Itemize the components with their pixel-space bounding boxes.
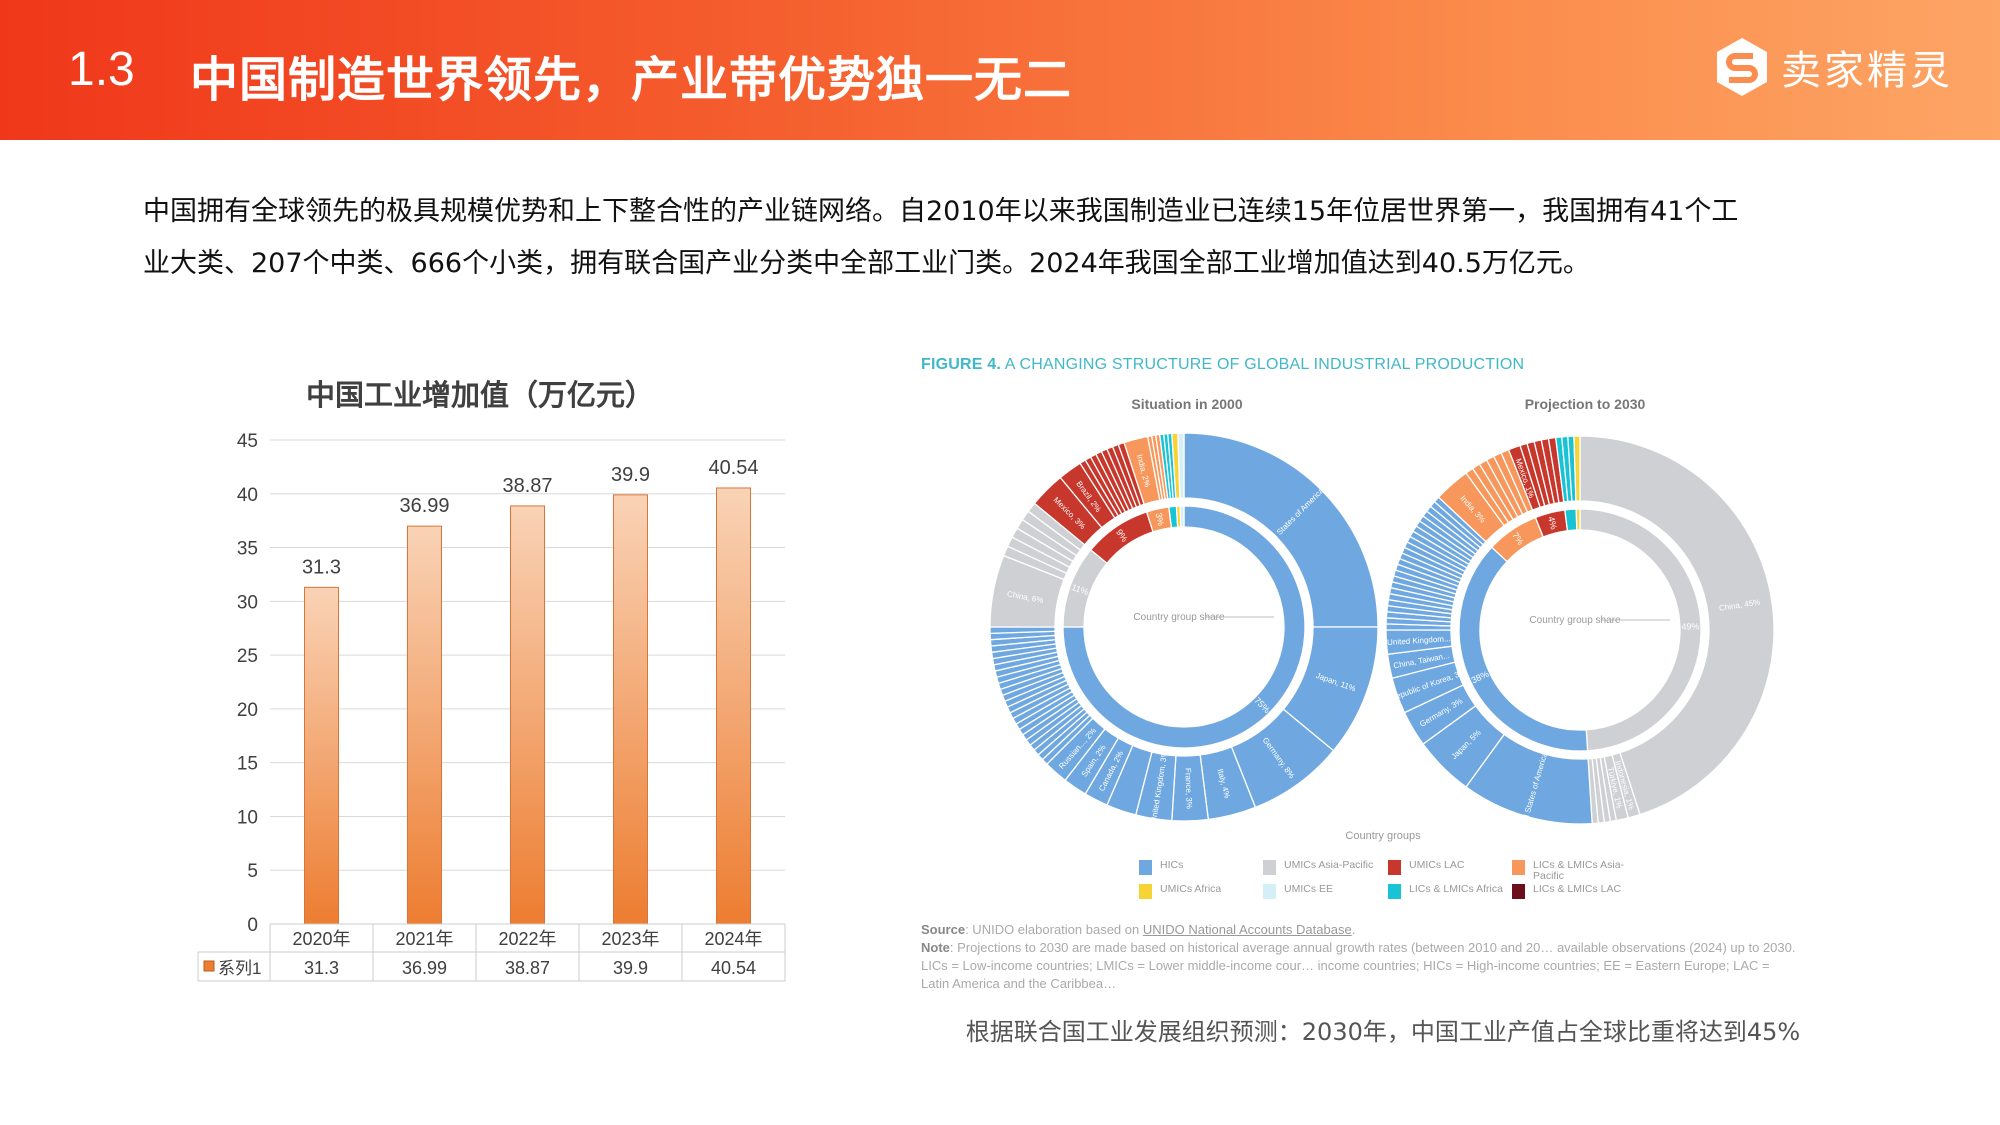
donut-segment — [1183, 432, 1379, 628]
legend-item: UMICs LAC — [1388, 860, 1506, 875]
legend-label: UMICs Asia-Pacific — [1284, 859, 1374, 871]
legend-swatch — [1512, 860, 1525, 875]
category-label: 2024年 — [704, 929, 762, 949]
legend-item: HICs — [1139, 860, 1257, 875]
bar-chart: 0 5 10 15 20 25 30 35 40 45 31.3 36.99 38.87 39.9 40.5… — [197, 431, 786, 982]
intro-line-1: 中国拥有全球领先的极具规模优势和上下整合性的产业链网络。自2010年以来我国制造… — [143, 196, 1739, 227]
legend-swatch — [1512, 884, 1525, 899]
figure-title-text: A CHANGING STRUCTURE OF GLOBAL INDUSTRIA… — [1001, 356, 1525, 373]
legend-swatch — [1388, 884, 1401, 899]
legend-item: UMICs Asia-Pacific — [1263, 860, 1381, 875]
legend-label: LICs & LMICs Africa — [1409, 883, 1503, 895]
source-link[interactable]: UNIDO National Accounts Database — [1142, 922, 1352, 937]
donut-2000-title: Situation in 2000 — [1131, 396, 1243, 412]
legend-label: LICs & LMICs Asia-Pacific — [1533, 859, 1625, 882]
legend-label: UMICs EE — [1284, 883, 1334, 895]
table-value: 38.87 — [505, 958, 550, 978]
legend-item: LICs & LMICs LAC — [1512, 884, 1630, 899]
donut-segment — [1575, 508, 1581, 531]
y-tick-label: 35 — [237, 539, 258, 560]
segment-label: United Kingdom... — [1387, 634, 1451, 647]
y-tick-label: 20 — [237, 700, 258, 721]
table-value: 36.99 — [402, 958, 447, 978]
bar-value-label: 31.3 — [302, 556, 341, 578]
note-label: Note — [921, 940, 950, 955]
category-label: 2020年 — [292, 929, 350, 949]
bar — [407, 525, 442, 925]
source-end: . — [1351, 922, 1356, 937]
legend-label: UMICs Africa — [1160, 883, 1222, 895]
legend-swatch — [1388, 860, 1401, 875]
center-label: Country group share — [1133, 612, 1225, 623]
bar-chart-title: 中国工业增加值（万亿元） — [305, 378, 654, 412]
y-tick-label: 45 — [237, 431, 258, 452]
center-label: Country group share — [1529, 615, 1621, 626]
segment-label: 49% — [1681, 621, 1699, 632]
table-value: 31.3 — [304, 958, 339, 978]
legend-title: Country groups — [1345, 830, 1421, 842]
bar — [613, 494, 648, 925]
segment-label: 4% — [1546, 515, 1559, 530]
donut-segment — [1564, 508, 1578, 532]
donut-segment — [1179, 505, 1185, 528]
y-tick-label: 0 — [247, 915, 258, 936]
y-tick-label: 15 — [237, 754, 258, 775]
legend-swatch — [203, 960, 215, 972]
donut-segment — [1062, 505, 1306, 749]
donut-2030-title: Projection to 2030 — [1524, 396, 1646, 412]
source-label: Source — [921, 922, 966, 937]
bar — [510, 505, 545, 925]
table-value: 40.54 — [711, 958, 756, 978]
donut-segment — [1573, 435, 1581, 502]
y-tick-label: 30 — [237, 592, 258, 613]
bar — [716, 487, 751, 925]
intro-paragraph: 中国拥有全球领先的极具规模优势和上下整合性的产业链网络。自2010年以来我国制造… — [143, 186, 1873, 290]
category-label: 2022年 — [498, 929, 556, 949]
donut-segment — [1177, 432, 1185, 499]
legend-swatch — [1139, 884, 1152, 899]
bar — [304, 586, 339, 925]
legend-label: UMICs LAC — [1409, 859, 1465, 871]
legend-label: HICs — [1160, 859, 1184, 871]
y-tick-label: 40 — [237, 485, 258, 506]
logo-text: 卖家精灵 — [1781, 48, 1953, 94]
donut-charts: United States of America, 25%Japan, 11%G… — [990, 432, 1775, 824]
bar-value-label: 36.99 — [399, 495, 449, 517]
segment-label: 3% — [1154, 512, 1167, 527]
note-text: : Projections to 2030 are made based on … — [921, 940, 1796, 991]
segment-label: France, 3% — [1183, 768, 1193, 809]
legend-swatch — [1263, 884, 1276, 899]
legend-item: LICs & LMICs Asia-Pacific — [1512, 860, 1630, 882]
bar-value-label: 40.54 — [708, 457, 758, 479]
category-label: 2021年 — [395, 929, 453, 949]
legend-label: LICs & LMICs LAC — [1533, 883, 1622, 895]
legend-item: LICs & LMICs Africa — [1388, 884, 1506, 899]
legend-swatch — [1263, 860, 1276, 875]
bar-value-label: 39.9 — [611, 464, 650, 486]
legend-series-name: 系列1 — [218, 959, 261, 978]
y-tick-label: 10 — [237, 807, 258, 828]
brand-logo: 卖家精灵 — [1713, 36, 1953, 98]
figure-title: FIGURE 4. A CHANGING STRUCTURE OF GLOBAL… — [921, 356, 1524, 374]
page-title: 中国制造世界领先，产业带优势独一无二 — [190, 52, 1073, 108]
table-value: 39.9 — [613, 958, 648, 978]
legend-item: UMICs Africa — [1139, 884, 1257, 899]
category-label: 2023年 — [601, 929, 659, 949]
logo-s-icon — [1717, 38, 1767, 96]
source-text: : UNIDO elaboration based on — [965, 922, 1143, 937]
caption: 根据联合国工业发展组织预测：2030年，中国工业产值占全球比重将达到45% — [965, 1018, 1801, 1046]
figure-label: FIGURE 4. — [921, 356, 1002, 373]
section-number: 1.3 — [68, 43, 135, 96]
figure-notes: Source: UNIDO elaboration based on UNIDO… — [921, 921, 1801, 993]
bar-value-label: 38.87 — [502, 475, 552, 497]
intro-line-2: 业大类、207个中类、666个小类，拥有联合国产业分类中全部工业门类。2024年… — [143, 248, 1590, 279]
donut-segment — [1579, 435, 1775, 816]
y-tick-label: 5 — [247, 861, 258, 882]
legend-item: UMICs EE — [1263, 884, 1381, 899]
y-tick-label: 25 — [237, 646, 258, 667]
header-banner: 1.3 中国制造世界领先，产业带优势独一无二 卖家精灵 — [0, 0, 2000, 140]
legend-swatch — [1139, 860, 1152, 875]
